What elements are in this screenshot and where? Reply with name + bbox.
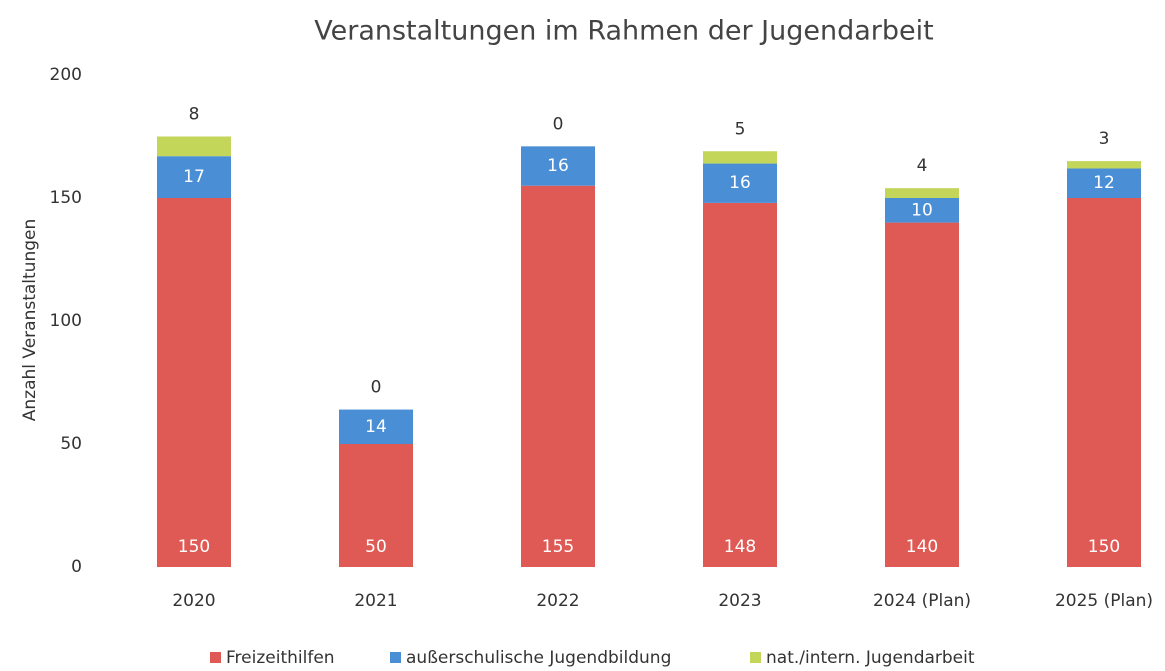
bar-segment [703, 163, 777, 203]
y-tick-label: 100 [50, 311, 82, 331]
bar-segment [157, 156, 231, 198]
bar-segment [1067, 198, 1141, 567]
value-label: 0 [371, 378, 382, 398]
legend-label: nat./intern. Jugendarbeit [766, 648, 975, 668]
bar-segment [885, 188, 959, 198]
bar-segment [157, 136, 231, 157]
legend-label: außerschulische Jugendbildung [406, 648, 671, 668]
value-label: 10 [911, 200, 933, 220]
value-label: 16 [729, 173, 751, 193]
bar-segment [885, 198, 959, 223]
bar-segment [339, 444, 413, 567]
bar-segment [521, 185, 595, 567]
x-tick-label: 2021 [354, 591, 397, 611]
chart-title: Veranstaltungen im Rahmen der Jugendarbe… [314, 16, 934, 47]
x-tick-label: 2024 (Plan) [873, 591, 971, 611]
y-tick-label: 200 [50, 65, 82, 85]
bar-segment [1067, 168, 1141, 198]
value-label: 140 [906, 537, 938, 557]
legend-label: Freizeithilfen [226, 648, 335, 668]
value-label: 148 [724, 537, 756, 557]
value-label: 50 [365, 537, 387, 557]
value-label: 150 [178, 537, 210, 557]
legend-swatch [210, 652, 221, 663]
value-label: 14 [365, 417, 387, 437]
value-label: 8 [189, 105, 200, 125]
legend-swatch [750, 652, 761, 663]
value-label: 16 [547, 156, 569, 176]
bar-segment [521, 146, 595, 186]
legend-swatch [390, 652, 401, 663]
y-tick-label: 50 [60, 434, 82, 454]
x-tick-label: 2023 [718, 591, 761, 611]
bar-segment [1067, 161, 1141, 169]
bar-segment [339, 409, 413, 444]
value-label: 4 [917, 156, 928, 176]
x-tick-label: 2022 [536, 591, 579, 611]
bar-segment [703, 202, 777, 568]
value-label: 0 [553, 114, 564, 134]
value-label: 155 [542, 537, 574, 557]
value-label: 12 [1093, 173, 1115, 193]
value-label: 5 [735, 119, 746, 139]
value-label: 3 [1099, 129, 1110, 149]
x-tick-label: 2025 (Plan) [1055, 591, 1153, 611]
bar-segment [885, 222, 959, 567]
value-label: 17 [183, 167, 205, 187]
bar-segment [157, 198, 231, 567]
bar-segment [703, 151, 777, 164]
x-tick-label: 2020 [172, 591, 215, 611]
y-tick-label: 0 [71, 557, 82, 577]
y-tick-label: 150 [50, 188, 82, 208]
value-label: 150 [1088, 537, 1120, 557]
y-axis-label: Anzahl Veranstaltungen [20, 219, 40, 422]
